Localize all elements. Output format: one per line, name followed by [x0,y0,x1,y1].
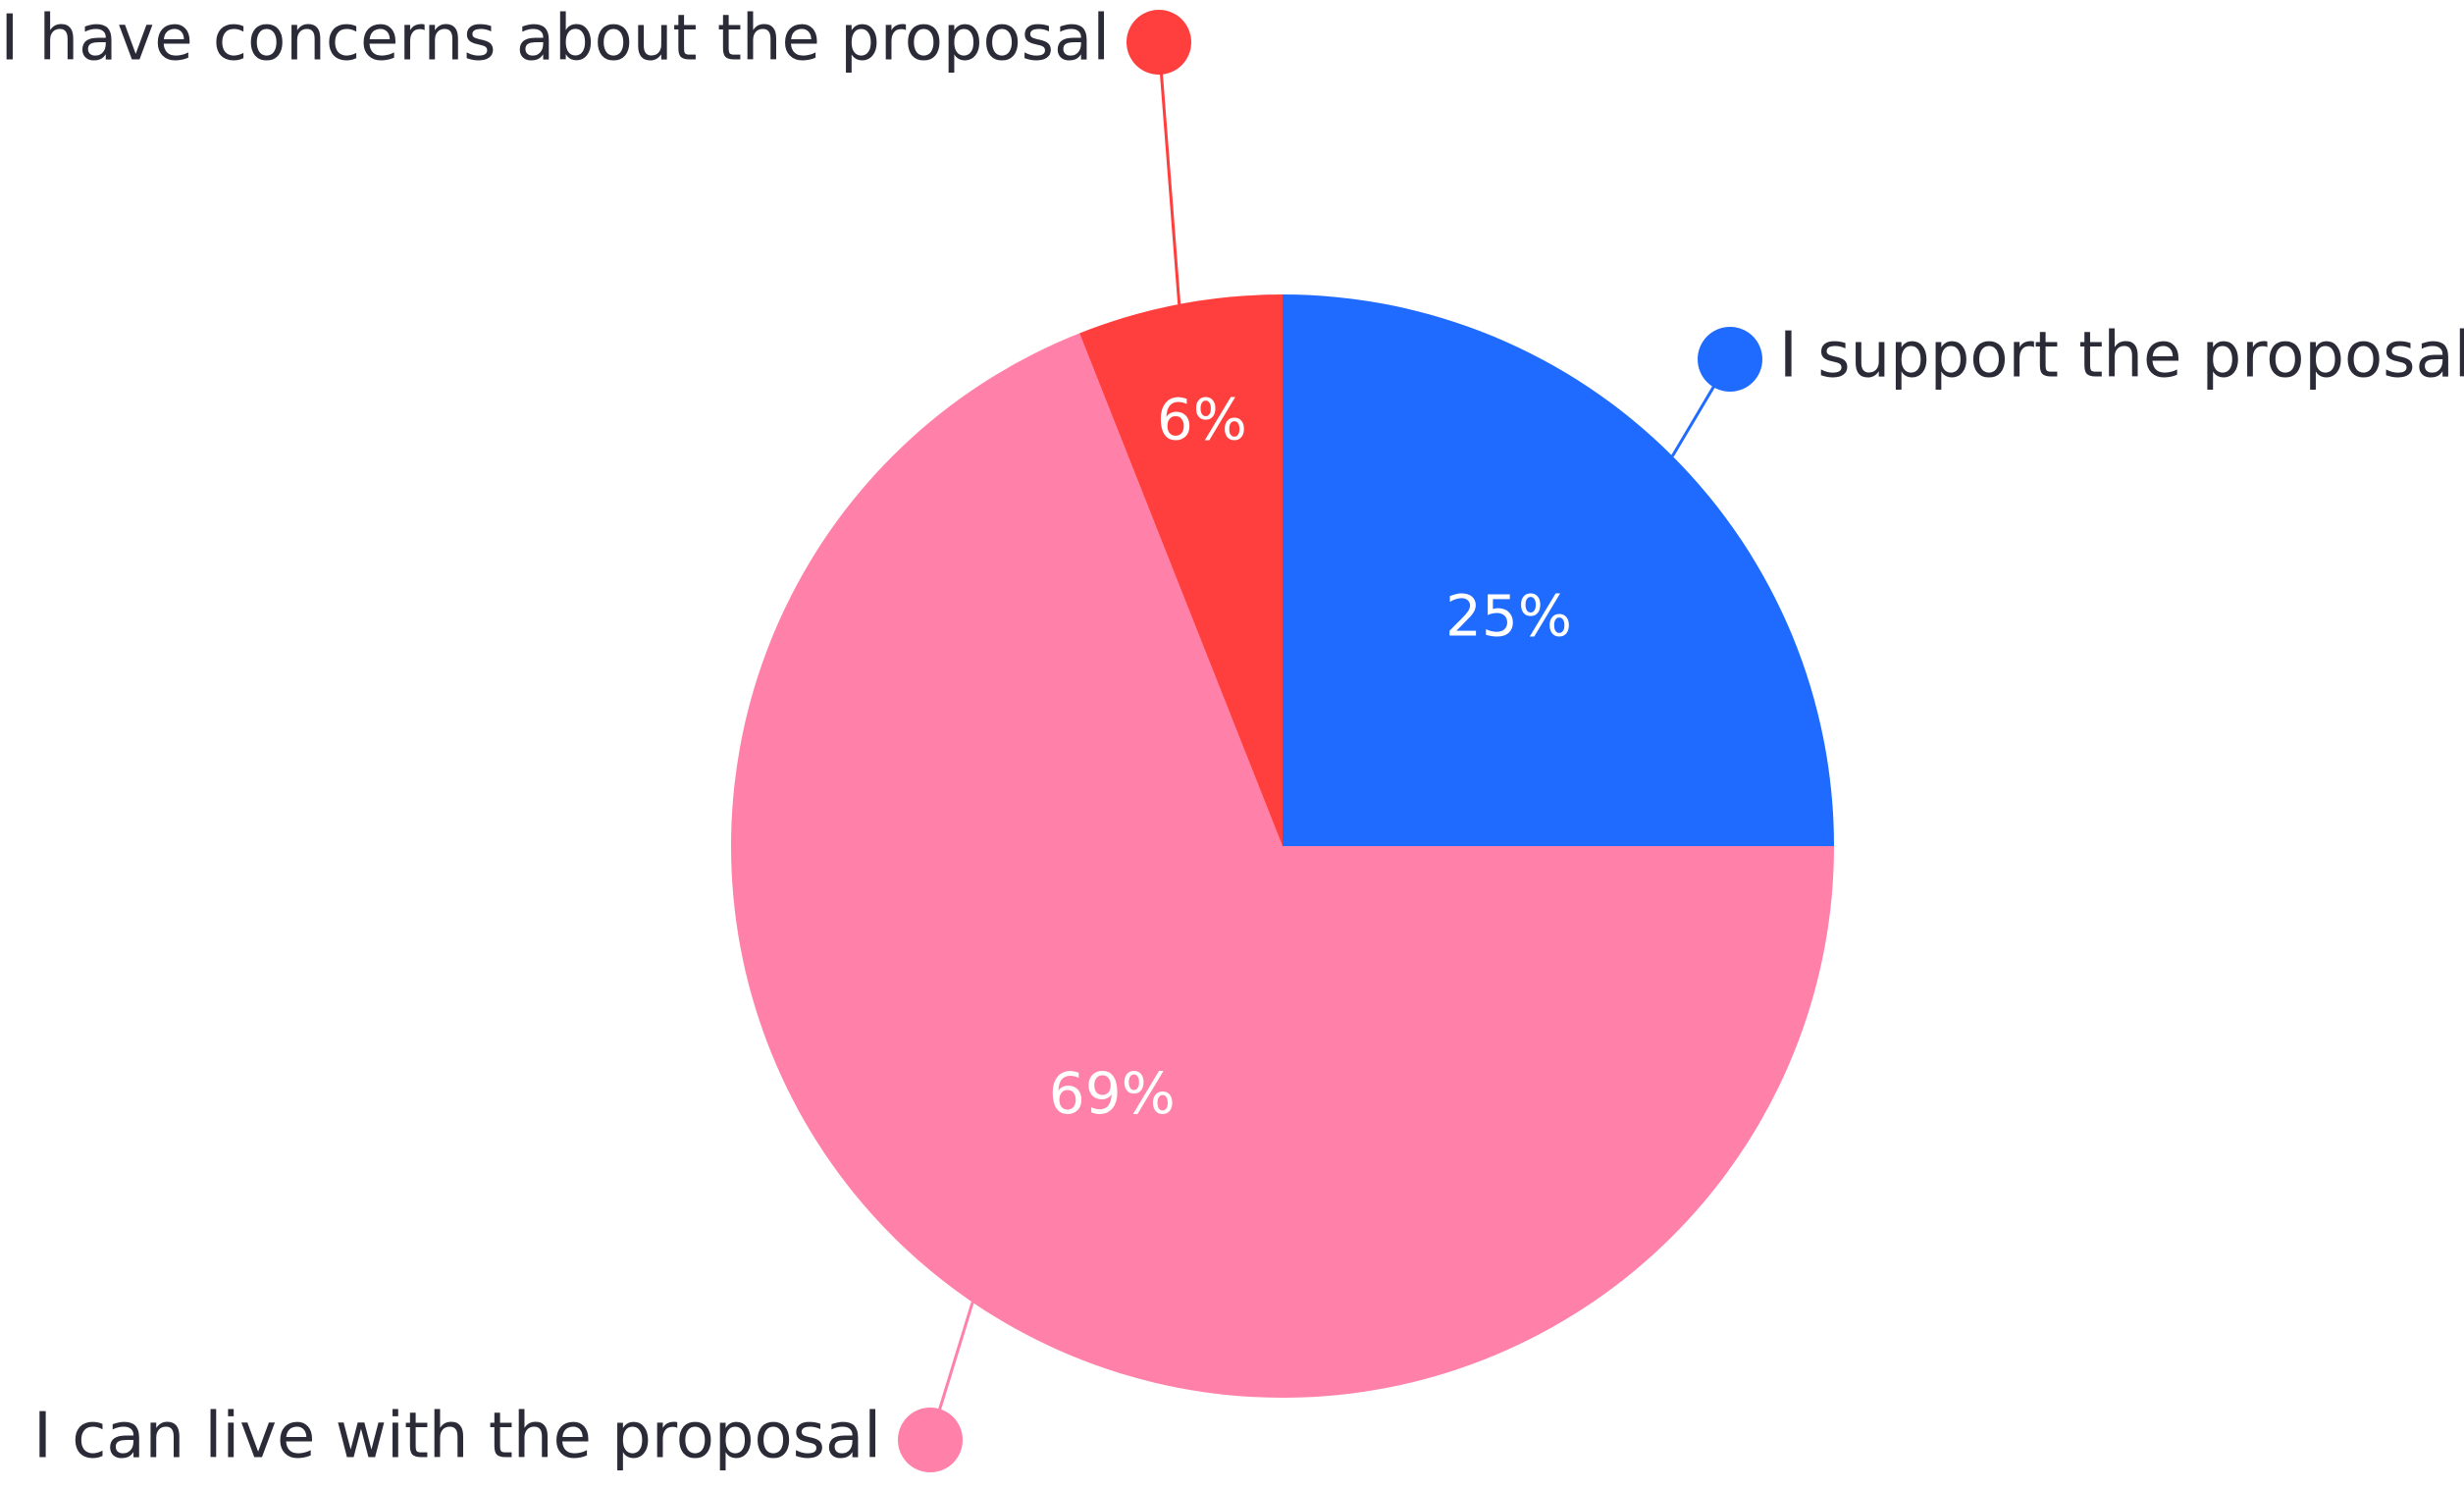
callout-leader-line-i-have-concerns-about-the-proposal [1157,41,1181,305]
legend-marker-i-have-concerns-about-the-proposal [1127,10,1191,75]
pie-slices [731,294,1834,1399]
pie-slice-i-support-the-proposal[interactable] [1283,294,1834,846]
legend-label-i-can-live-with-the-proposal: I can live with the proposal [33,1401,881,1473]
legend-label-i-support-the-proposal: I support the proposal [1779,320,2464,393]
legend-label-i-have-concerns-about-the-proposal: I have concerns about the proposal [0,3,1110,76]
slice-value-label-i-can-live-with-the-proposal: 69% [1049,1060,1176,1127]
pie-slice-i-can-live-with-the-proposal[interactable] [731,333,1834,1399]
legend-marker-i-support-the-proposal [1698,327,1762,392]
slice-value-label-i-have-concerns-about-the-proposal: 6% [1157,387,1247,453]
slice-value-label-i-support-the-proposal: 25% [1445,583,1572,650]
callout-labels: I support the proposal I can live with th… [0,3,2464,1473]
legend-marker-i-can-live-with-the-proposal [898,1408,963,1472]
pie-slice-i-have-concerns-about-the-proposal[interactable] [1079,294,1283,846]
slice-value-labels: 25% 69% 6% [1049,387,1572,1127]
